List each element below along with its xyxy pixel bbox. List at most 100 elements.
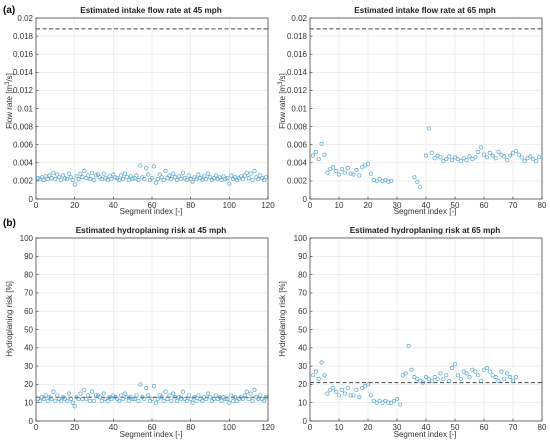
y-tick-label: 0.014: [287, 68, 308, 77]
data-point: [240, 177, 245, 182]
data-point: [331, 165, 336, 170]
data-point: [128, 174, 133, 179]
data-point: [534, 158, 539, 164]
data-point: [53, 398, 58, 403]
data-point: [537, 155, 542, 160]
data-point: [175, 177, 180, 183]
data-point: [72, 182, 77, 187]
x-tick-label: 0: [308, 201, 313, 210]
chart-title: Estimated hydroplaning risk at 45 mph: [76, 226, 227, 235]
x-axis-label: Segment index [-]: [394, 430, 457, 439]
data-point: [173, 175, 178, 180]
data-series: [35, 163, 269, 187]
y-tick-label: 20: [298, 380, 307, 389]
data-point: [45, 177, 50, 182]
data-point: [223, 396, 228, 402]
data-point: [371, 398, 376, 403]
data-point: [117, 177, 122, 183]
data-point: [248, 391, 253, 396]
data-point: [342, 170, 347, 175]
data-point: [109, 396, 114, 402]
data-point: [479, 145, 484, 150]
data-point: [130, 177, 135, 182]
data-point: [331, 386, 336, 391]
data-point: [481, 367, 487, 372]
data-point: [502, 376, 507, 381]
data-point: [39, 175, 44, 180]
data-point: [124, 175, 129, 180]
data-point: [447, 154, 452, 159]
grid: [35, 17, 269, 200]
data-point: [192, 395, 197, 400]
y-tick-label: 90: [24, 252, 33, 261]
x-tick-label: 80: [186, 201, 195, 210]
data-point: [207, 395, 213, 400]
y-tick-label: 0.016: [287, 50, 308, 59]
data-point: [101, 171, 106, 176]
data-point: [423, 375, 429, 380]
data-point: [213, 393, 218, 398]
y-tick-label: 0: [29, 195, 34, 204]
data-point: [441, 376, 446, 381]
data-point: [522, 158, 527, 164]
data-point: [479, 378, 484, 383]
data-point: [519, 155, 524, 160]
data-series: [310, 343, 518, 407]
grid: [309, 17, 543, 200]
data-point: [175, 398, 180, 403]
data-point: [74, 174, 79, 179]
data-point: [233, 175, 238, 180]
data-point: [429, 150, 434, 155]
x-tick-label: 120: [261, 201, 275, 210]
data-point: [328, 387, 333, 392]
data-point: [196, 172, 201, 177]
data-point: [325, 170, 330, 175]
data-point: [138, 163, 143, 168]
data-point: [126, 398, 131, 403]
data-point: [246, 396, 251, 402]
data-point: [59, 177, 64, 183]
data-point: [435, 153, 440, 158]
x-axis-label: Segment index [-]: [120, 207, 183, 216]
y-tick-label: 50: [24, 325, 33, 334]
data-point: [217, 395, 222, 400]
data-point: [97, 395, 102, 400]
data-point: [64, 177, 69, 182]
data-point: [481, 152, 487, 157]
data-point: [339, 167, 344, 172]
data-point: [248, 171, 253, 176]
y-tick-label: 0.016: [13, 50, 34, 59]
data-point: [70, 177, 75, 183]
data-point: [238, 174, 243, 179]
data-point: [62, 176, 68, 181]
y-tick-label: 0: [29, 417, 34, 426]
data-point: [43, 174, 48, 179]
x-axis-label: Segment index [-]: [120, 430, 183, 439]
data-point: [153, 180, 158, 185]
x-tick-label: 20: [70, 201, 79, 210]
data-point: [250, 177, 255, 183]
data-point: [365, 382, 371, 387]
data-point: [200, 398, 205, 403]
data-point: [132, 396, 137, 402]
data-point: [365, 161, 371, 166]
data-point: [227, 400, 232, 405]
data-point: [90, 389, 95, 394]
data-point: [41, 396, 46, 402]
data-point: [233, 395, 238, 400]
data-point: [219, 177, 224, 183]
y-tick-label: 0.002: [13, 177, 34, 186]
data-point: [262, 398, 267, 403]
data-point: [184, 177, 189, 183]
data-point: [493, 375, 498, 380]
data-point: [231, 398, 236, 403]
data-point: [444, 373, 449, 378]
data-point: [130, 396, 135, 402]
data-point: [80, 175, 85, 180]
y-tick-label: 40: [24, 344, 33, 353]
data-point: [146, 172, 151, 177]
data-point: [196, 393, 201, 398]
data-point: [206, 391, 211, 396]
data-point: [508, 375, 513, 380]
data-point: [336, 172, 342, 177]
